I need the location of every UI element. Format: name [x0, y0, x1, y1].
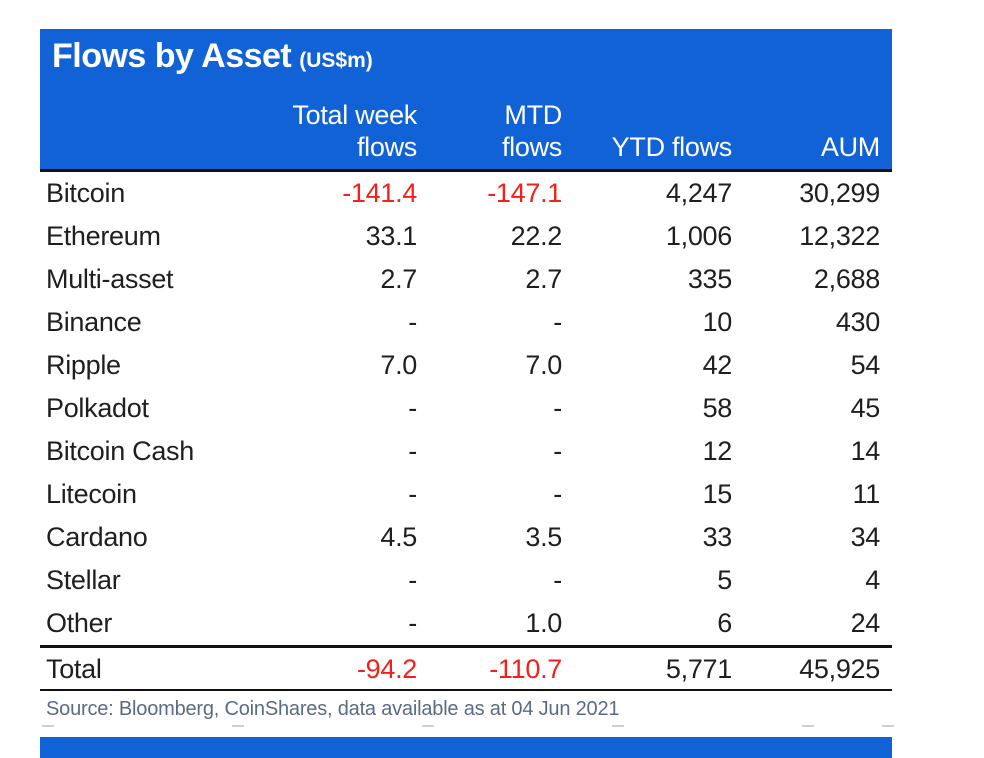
mtd-flow-value: -	[553, 436, 562, 466]
table-header-block: Flows by Asset (US$m) Total week flows MT…	[40, 29, 892, 172]
mtd-flow-value: 22.2	[510, 221, 563, 251]
week-flow-value: 4.5	[380, 522, 417, 552]
week-flow-value: 33.1	[365, 221, 418, 251]
week-flow-value: -	[408, 565, 417, 595]
week-flow-value: -141.4	[342, 178, 417, 208]
mtd-flow-value: -	[553, 307, 562, 337]
asset-label: Cardano	[46, 522, 148, 552]
asset-label: Ethereum	[46, 221, 161, 251]
column-header-aum: AUM	[820, 132, 880, 162]
ytd-flow-value: 4,247	[665, 178, 732, 208]
column-header-mtd-flows: MTD flows	[501, 100, 562, 162]
tick-mark	[422, 725, 434, 727]
aum-value: 34	[850, 522, 881, 552]
table-body: Bitcoin -141.4 -147.1 4,247 30,299 Ether…	[40, 172, 892, 648]
week-flow-value: -	[408, 479, 417, 509]
table-title: Flows by Asset (US$m)	[52, 37, 373, 76]
mtd-flow-value: 7.0	[525, 350, 562, 380]
flows-by-asset-table: Flows by Asset (US$m) Total week flows MT…	[40, 29, 894, 728]
faint-tick-marks	[40, 725, 894, 728]
table-row-litecoin: Litecoin - - 15 11	[40, 473, 892, 516]
ytd-flow-value: 58	[702, 393, 733, 423]
ytd-flow-value: 12	[702, 436, 733, 466]
aum-value: 2,688	[813, 264, 880, 294]
week-flow-value: -	[408, 307, 417, 337]
aum-value: 45	[850, 393, 881, 423]
source-attribution: Source: Bloomberg, CoinShares, data avai…	[46, 698, 620, 720]
total-aum-value: 45,925	[799, 654, 880, 684]
next-section-header-strip	[40, 737, 892, 758]
column-header-total-week-flows: Total week flows	[292, 100, 417, 162]
table-row-binance: Binance - - 10 430	[40, 301, 892, 344]
asset-label: Binance	[46, 307, 142, 337]
table-row-cardano: Cardano 4.5 3.5 33 34	[40, 516, 892, 559]
ytd-flow-value: 6	[717, 608, 732, 638]
table-row-ripple: Ripple 7.0 7.0 42 54	[40, 344, 892, 387]
asset-label: Ripple	[46, 350, 121, 380]
table-row-ethereum: Ethereum 33.1 22.2 1,006 12,322	[40, 215, 892, 258]
aum-value: 24	[850, 608, 881, 638]
table-row-other: Other - 1.0 6 24	[40, 602, 892, 645]
aum-value: 14	[850, 436, 881, 466]
column-header-row: Total week flows MTD flows YTD flows AUM	[40, 99, 892, 163]
table-row-multi-asset: Multi-asset 2.7 2.7 335 2,688	[40, 258, 892, 301]
ytd-flow-value: 33	[702, 522, 733, 552]
mtd-flow-value: 1.0	[525, 608, 562, 638]
mtd-flow-value: 3.5	[525, 522, 562, 552]
table-row-stellar: Stellar - - 5 4	[40, 559, 892, 602]
mtd-flow-value: -	[553, 565, 562, 595]
week-flow-value: -	[408, 393, 417, 423]
ytd-flow-value: 10	[702, 307, 733, 337]
aum-value: 4	[865, 565, 880, 595]
asset-label: Other	[46, 608, 113, 638]
tick-mark	[882, 725, 894, 727]
week-flow-value: 7.0	[380, 350, 417, 380]
asset-label: Litecoin	[46, 479, 137, 509]
asset-label: Stellar	[46, 565, 121, 595]
table-row-total: Total -94.2 -110.7 5,771 45,925	[40, 648, 892, 691]
aum-value: 11	[852, 479, 881, 509]
ytd-flow-value: 335	[687, 264, 732, 294]
total-ytd-flow-value: 5,771	[665, 654, 732, 684]
mtd-flow-value: -147.1	[487, 178, 562, 208]
ytd-flow-value: 1,006	[665, 221, 732, 251]
tick-mark	[232, 725, 244, 727]
column-header-ytd-flows: YTD flows	[611, 132, 733, 162]
mtd-flow-value: -	[553, 479, 562, 509]
week-flow-value: 2.7	[380, 264, 417, 294]
aum-value: 430	[835, 307, 880, 337]
asset-label: Bitcoin Cash	[46, 436, 194, 466]
table-row-bitcoin: Bitcoin -141.4 -147.1 4,247 30,299	[40, 172, 892, 215]
mtd-flow-value: 2.7	[525, 264, 562, 294]
ytd-flow-value: 15	[702, 479, 733, 509]
week-flow-value: -	[408, 608, 417, 638]
aum-value: 12,322	[799, 221, 880, 251]
ytd-flow-value: 42	[702, 350, 733, 380]
aum-value: 54	[850, 350, 881, 380]
total-mtd-flow-value: -110.7	[489, 654, 562, 684]
week-flow-value: -	[408, 436, 417, 466]
asset-label: Polkadot	[46, 393, 149, 423]
mtd-flow-value: -	[553, 393, 562, 423]
asset-label: Bitcoin	[46, 178, 125, 208]
asset-label: Multi-asset	[46, 264, 174, 294]
table-row-polkadot: Polkadot - - 58 45	[40, 387, 892, 430]
title-unit-label: (US$m)	[299, 49, 373, 72]
tick-mark	[42, 725, 54, 727]
total-label: Total	[46, 654, 102, 684]
total-week-flow-value: -94.2	[356, 654, 417, 684]
table-row-bitcoin-cash: Bitcoin Cash - - 12 14	[40, 430, 892, 473]
aum-value: 30,299	[799, 178, 880, 208]
tick-mark	[802, 725, 814, 727]
tick-mark	[612, 725, 624, 727]
ytd-flow-value: 5	[717, 565, 732, 595]
title-text: Flows by Asset	[52, 37, 292, 75]
